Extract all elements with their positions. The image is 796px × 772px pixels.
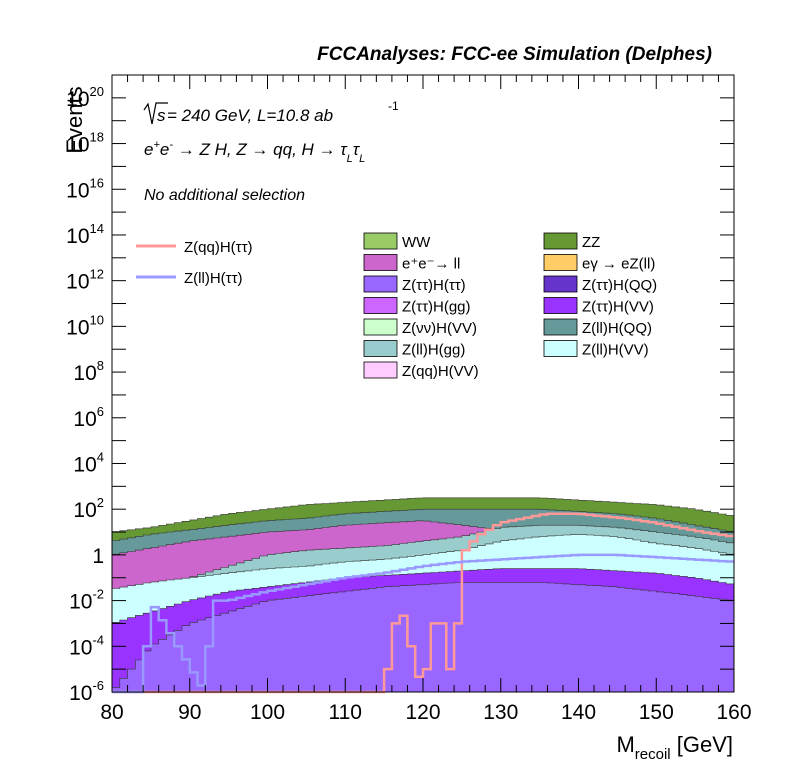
- y-axis-title: Events: [62, 86, 87, 153]
- y-tick-label: 106: [73, 404, 104, 431]
- legend-signal-label: Z(ll)H(ττ): [184, 270, 243, 287]
- legend-label: Z(ττ)H(VV): [582, 299, 654, 316]
- x-tick-label: 80: [100, 701, 123, 724]
- legend-label: Z(νν)H(VV): [402, 320, 477, 337]
- svg-text:= 240 GeV, L=10.8 ab: = 240 GeV, L=10.8 ab: [167, 106, 333, 125]
- legend-swatch: [363, 340, 398, 357]
- x-tick-label: 120: [405, 701, 440, 724]
- legend-label: eγ → eZ(ll): [582, 256, 655, 273]
- legend-swatch: [543, 318, 578, 336]
- y-tick-label: 1018: [66, 130, 104, 157]
- legend-label: Z(ττ)H(ττ): [402, 277, 466, 294]
- legend-swatch: [543, 254, 578, 271]
- y-tick-label: 10-6: [69, 678, 104, 705]
- legend-label: Z(ττ)H(gg): [402, 299, 471, 316]
- y-tick-label: 108: [73, 358, 104, 385]
- y-tick-label: 1010: [66, 312, 104, 339]
- process-label: e+e- → Z H, Z → qq, H → τLτL: [144, 139, 365, 165]
- legend-label: Z(ll)H(VV): [582, 342, 649, 359]
- svg-text:e+e- → Z H, Z → qq, H → τLτL: e+e- → Z H, Z → qq, H → τLτL: [144, 139, 365, 165]
- legend-swatch: [543, 275, 578, 293]
- legend-swatch: [543, 297, 578, 314]
- y-tick-label: 1014: [66, 221, 104, 248]
- y-tick-label: 10-4: [69, 632, 104, 659]
- y-tick-label: 1016: [66, 175, 104, 202]
- stack-z-h-: [111, 582, 735, 693]
- svg-text:s: s: [157, 106, 166, 125]
- x-tick-label: 140: [561, 701, 596, 724]
- selection-label: No additional selection: [144, 187, 305, 204]
- y-tick-label: 1020: [66, 84, 104, 111]
- x-tick-label: 150: [639, 701, 674, 724]
- legend-swatch: [363, 361, 398, 379]
- energy-luminosity-label: s = 240 GeV, L=10.8 ab -1: [143, 99, 399, 125]
- y-tick-label: 10-2: [69, 587, 104, 614]
- y-tick-label: 104: [73, 449, 104, 476]
- legend-label: Z(ll)H(QQ): [582, 320, 652, 337]
- y-tick-label: 1012: [66, 267, 104, 294]
- y-tick-label: 1: [92, 545, 104, 568]
- svg-text:-1: -1: [388, 99, 399, 113]
- x-axis-ticks: 80 90 100 110 120 130 140 150 160: [100, 75, 752, 724]
- x-tick-label: 90: [178, 701, 201, 724]
- x-tick-label: 160: [716, 701, 751, 724]
- legend-swatch: [543, 340, 578, 357]
- chart-title: FCCAnalyses: FCC-ee Simulation (Delphes): [317, 44, 712, 65]
- legend-label: WW: [402, 234, 431, 251]
- background-stack: [111, 497, 735, 693]
- legend-signal-label: Z(qq)H(ττ): [184, 239, 253, 256]
- legend-label: ZZ: [582, 234, 600, 251]
- legend-swatch: [363, 232, 398, 250]
- legend-label: Z(qq)H(VV): [402, 363, 479, 380]
- legend-swatch: [543, 232, 578, 250]
- legend-swatch: [363, 297, 398, 314]
- signal-line-z-ll-h-: [112, 553, 734, 694]
- legend-swatch: [363, 275, 398, 293]
- y-tick-label: 102: [73, 495, 104, 522]
- x-tick-label: 110: [329, 701, 362, 724]
- legend-swatch: [363, 318, 398, 336]
- y-axis-ticks: 10-6 10-4 10-2 1 102 104 106 108 1010 1012 1014 101…: [66, 74, 734, 705]
- signal-legend: Z(qq)H(ττ) Z(ll)H(ττ): [136, 239, 253, 287]
- x-axis-title: Mrecoil [GeV]: [616, 732, 733, 763]
- legend-label: Z(ll)H(gg): [402, 342, 465, 359]
- legend-label: Z(ττ)H(QQ): [582, 277, 657, 294]
- legend-swatch: [363, 254, 398, 271]
- x-tick-label: 100: [250, 701, 285, 724]
- x-tick-label: 130: [483, 701, 518, 724]
- background-legend: WW ZZ e⁺e⁻→ ll eγ → eZ(ll) Z(ττ)H(ττ) Z(ττ)H(…: [363, 232, 657, 380]
- legend-label: e⁺e⁻→ ll: [402, 256, 460, 273]
